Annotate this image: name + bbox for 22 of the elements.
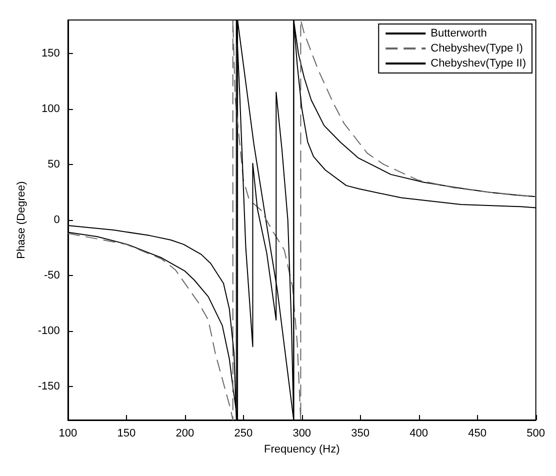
y-tick-label: -50 (44, 270, 60, 282)
x-tick-label: 250 (234, 428, 253, 440)
legend-label: Chebyshev(Type II) (430, 58, 526, 70)
x-tick-label: 100 (58, 428, 78, 440)
line-series (67, 20, 536, 420)
x-axis-title: Frequency (Hz) (264, 443, 340, 456)
y-tick-label: 0 (54, 214, 60, 226)
legend-label: Butterworth (430, 28, 487, 40)
x-tick-label: 350 (351, 428, 370, 440)
x-tick-label: 500 (526, 428, 546, 440)
x-tick-label: 150 (117, 428, 136, 440)
y-tick-label: -100 (38, 325, 60, 338)
y-tick-label: -150 (38, 380, 60, 393)
legend-label: Chebyshev(Type I) (430, 42, 523, 54)
x-tick-label: 400 (410, 428, 428, 440)
y-tick-label: 100 (42, 102, 60, 115)
y-tick-label: 50 (48, 158, 60, 170)
x-tick-label: 450 (468, 428, 487, 440)
x-tick-label: 300 (292, 428, 312, 440)
y-axis-title: Phase (Degree) (16, 181, 28, 259)
y-tick-label: 150 (42, 47, 60, 60)
x-tick-label: 200 (176, 428, 194, 440)
